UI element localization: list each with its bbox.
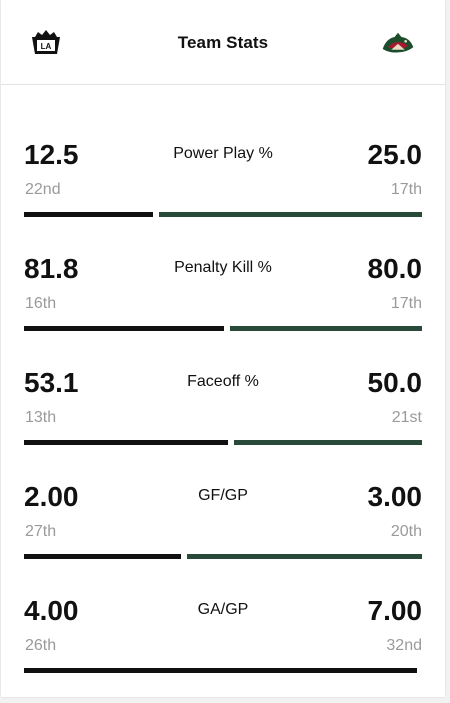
la-kings-logo-icon: LA <box>29 28 63 58</box>
home-bar <box>24 440 228 445</box>
away-value: 50.0 <box>367 367 423 398</box>
away-rank: 21st <box>391 409 422 426</box>
stat-label: GA/GP <box>197 601 249 618</box>
away-bar <box>234 440 422 445</box>
home-value: 81.8 <box>24 253 79 284</box>
home-bar <box>24 326 224 331</box>
away-bar <box>159 212 422 217</box>
away-value: 7.00 <box>367 595 423 626</box>
stat-row-gf-gp: 2.00 GF/GP 3.00 27th 20th <box>1 427 445 559</box>
home-rank: 26th <box>25 637 57 654</box>
home-value: 2.00 <box>24 481 79 512</box>
team-stats-card: LA Team Stats 12.5 Power Play % 25.0 22n… <box>1 0 445 697</box>
home-rank: 13th <box>25 409 57 426</box>
stat-row-penalty-kill: 81.8 Penalty Kill % 80.0 16th 17th <box>1 199 445 331</box>
minnesota-wild-logo-icon <box>381 28 415 58</box>
stat-row-power-play: 12.5 Power Play % 25.0 22nd 17th <box>1 85 445 217</box>
stat-label: GF/GP <box>198 487 248 504</box>
stat-row-ga-gp: 4.00 GA/GP 7.00 26th 32nd <box>1 541 445 673</box>
home-bar <box>24 212 153 217</box>
away-value: 80.0 <box>367 253 423 284</box>
home-value: 53.1 <box>24 367 79 398</box>
away-value: 25.0 <box>367 139 423 170</box>
svg-text:LA: LA <box>41 42 52 51</box>
page-title: Team Stats <box>177 33 269 52</box>
away-value: 3.00 <box>367 481 423 512</box>
stat-label: Penalty Kill % <box>174 259 272 276</box>
stat-row-faceoff: 53.1 Faceoff % 50.0 13th 21st <box>1 313 445 445</box>
away-rank: 20th <box>390 523 422 540</box>
away-rank: 17th <box>390 181 422 198</box>
home-rank: 27th <box>25 523 57 540</box>
team-stats-header: LA Team Stats <box>1 0 445 85</box>
home-bar <box>24 554 181 559</box>
away-bar <box>230 326 422 331</box>
home-rank: 22nd <box>25 181 61 198</box>
away-rank: 17th <box>390 295 422 312</box>
away-bar <box>187 554 422 559</box>
home-value: 12.5 <box>24 139 79 170</box>
stat-label: Power Play % <box>173 145 273 162</box>
away-rank: 32nd <box>386 637 422 654</box>
stats-list: 12.5 Power Play % 25.0 22nd 17th 81.8 Pe… <box>1 85 445 673</box>
stat-label: Faceoff % <box>187 373 259 390</box>
home-rank: 16th <box>25 295 57 312</box>
home-value: 4.00 <box>24 595 79 626</box>
home-bar <box>24 668 417 673</box>
